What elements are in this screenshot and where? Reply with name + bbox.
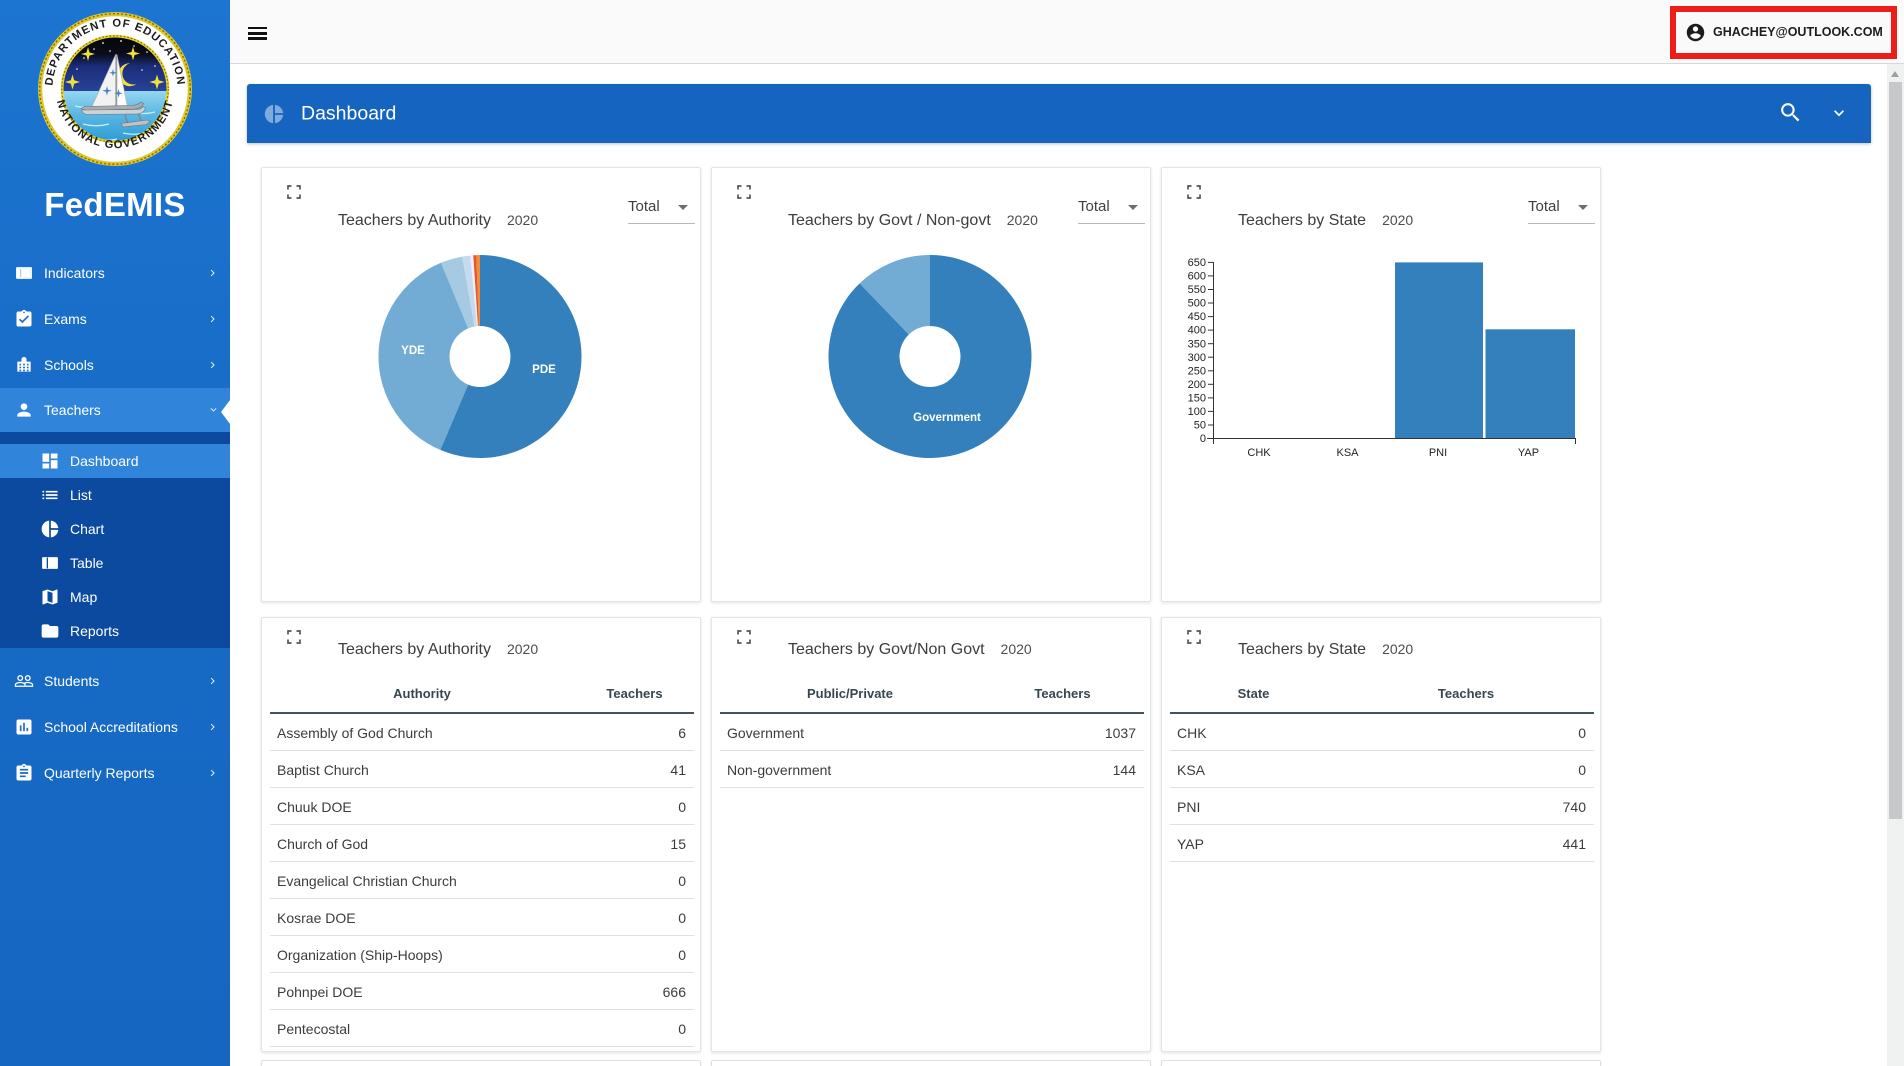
svg-text:YDE: YDE xyxy=(401,345,425,357)
svg-text:550: 550 xyxy=(1188,284,1206,296)
svg-text:50: 50 xyxy=(1194,420,1206,432)
svg-text:Government: Government xyxy=(913,412,981,424)
svg-text:350: 350 xyxy=(1188,338,1206,350)
svg-text:YAP: YAP xyxy=(1518,447,1539,459)
svg-text:CHK: CHK xyxy=(1247,447,1271,459)
svg-text:450: 450 xyxy=(1188,311,1206,323)
svg-text:0: 0 xyxy=(1200,433,1206,445)
svg-text:500: 500 xyxy=(1188,298,1206,310)
svg-text:600: 600 xyxy=(1188,271,1206,283)
svg-text:200: 200 xyxy=(1188,379,1206,391)
svg-text:KSA: KSA xyxy=(1336,447,1359,459)
svg-text:400: 400 xyxy=(1188,325,1206,337)
svg-text:150: 150 xyxy=(1188,393,1206,405)
svg-text:PNI: PNI xyxy=(1429,447,1447,459)
svg-text:250: 250 xyxy=(1188,365,1206,377)
svg-text:100: 100 xyxy=(1188,406,1206,418)
svg-text:650: 650 xyxy=(1188,257,1206,269)
svg-text:300: 300 xyxy=(1188,352,1206,364)
svg-text:PDE: PDE xyxy=(532,364,556,376)
